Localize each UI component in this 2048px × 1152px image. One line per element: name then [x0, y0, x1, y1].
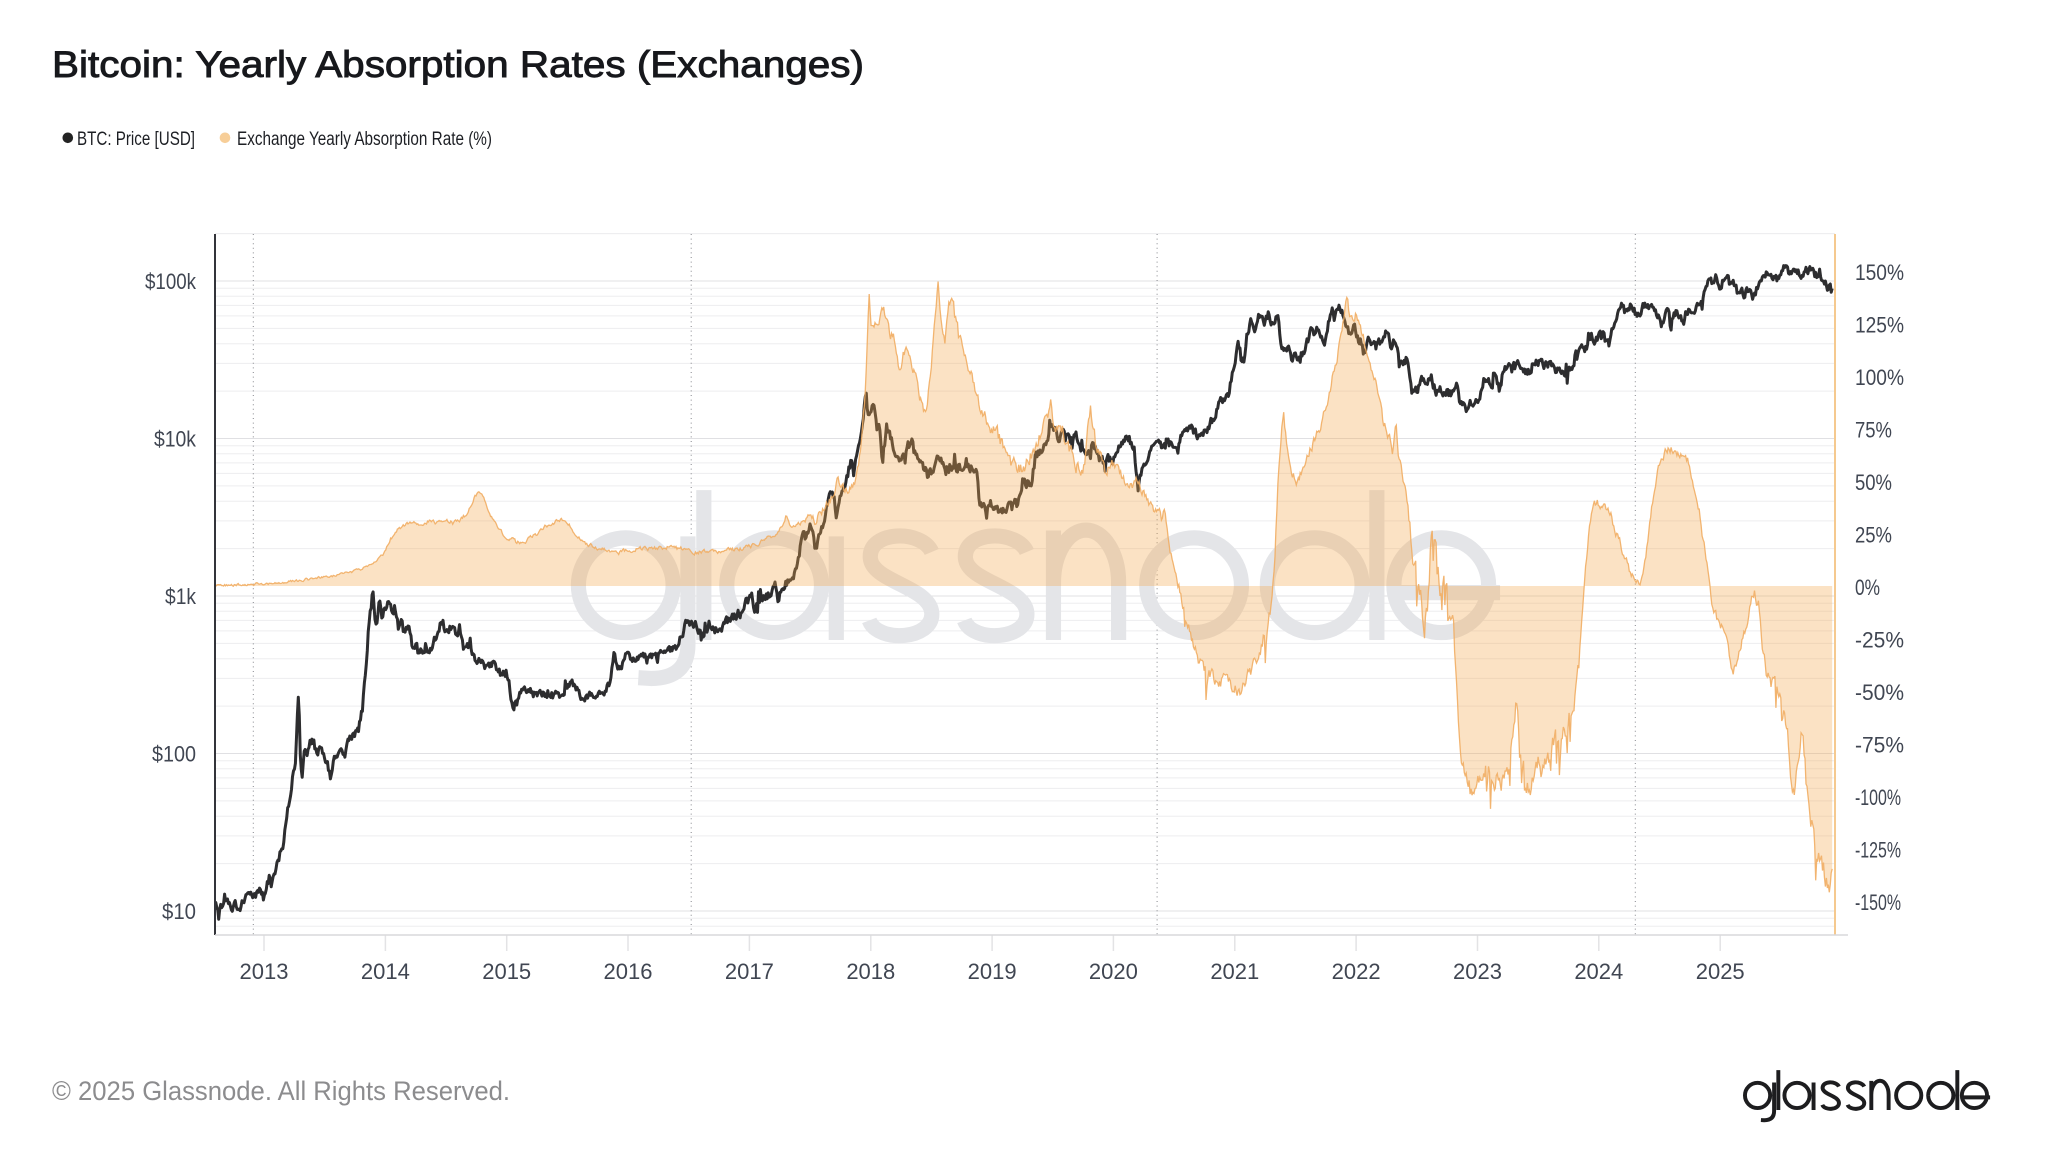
- svg-text:2013: 2013: [240, 959, 289, 984]
- svg-text:0%: 0%: [1855, 575, 1880, 600]
- svg-text:BTC: Price [USD]: BTC: Price [USD]: [77, 129, 195, 150]
- svg-text:$10k: $10k: [154, 427, 197, 452]
- svg-text:© 2025 Glassnode. All Rights R: © 2025 Glassnode. All Rights Reserved.: [52, 1076, 510, 1106]
- svg-text:Bitcoin: Yearly Absorption Rat: Bitcoin: Yearly Absorption Rates (Exchan…: [52, 44, 864, 85]
- svg-text:2024: 2024: [1574, 959, 1623, 984]
- svg-text:2019: 2019: [968, 959, 1017, 984]
- svg-text:2023: 2023: [1453, 959, 1502, 984]
- svg-text:100%: 100%: [1855, 365, 1904, 390]
- svg-text:2015: 2015: [482, 959, 531, 984]
- svg-text:25%: 25%: [1855, 523, 1892, 548]
- svg-text:-75%: -75%: [1855, 733, 1904, 758]
- svg-text:2018: 2018: [846, 959, 895, 984]
- svg-text:150%: 150%: [1855, 260, 1904, 285]
- svg-text:$10: $10: [162, 899, 196, 924]
- svg-text:$100k: $100k: [145, 269, 197, 294]
- svg-text:75%: 75%: [1855, 418, 1892, 443]
- svg-text:-50%: -50%: [1855, 680, 1904, 705]
- svg-text:-150%: -150%: [1855, 890, 1901, 915]
- svg-text:Exchange Yearly Absorption Rat: Exchange Yearly Absorption Rate (%): [237, 129, 492, 150]
- svg-text:2025: 2025: [1696, 959, 1745, 984]
- svg-text:$1k: $1k: [165, 584, 197, 609]
- svg-text:2016: 2016: [604, 959, 653, 984]
- svg-text:-125%: -125%: [1855, 838, 1901, 863]
- svg-text:$100: $100: [152, 742, 196, 767]
- svg-text:-100%: -100%: [1855, 785, 1901, 810]
- svg-text:50%: 50%: [1855, 470, 1892, 495]
- svg-text:125%: 125%: [1855, 313, 1904, 338]
- svg-text:2021: 2021: [1210, 959, 1259, 984]
- svg-text:2020: 2020: [1089, 959, 1138, 984]
- svg-text:2017: 2017: [725, 959, 774, 984]
- svg-text:-25%: -25%: [1855, 628, 1904, 653]
- svg-text:2014: 2014: [361, 959, 410, 984]
- svg-text:2022: 2022: [1332, 959, 1381, 984]
